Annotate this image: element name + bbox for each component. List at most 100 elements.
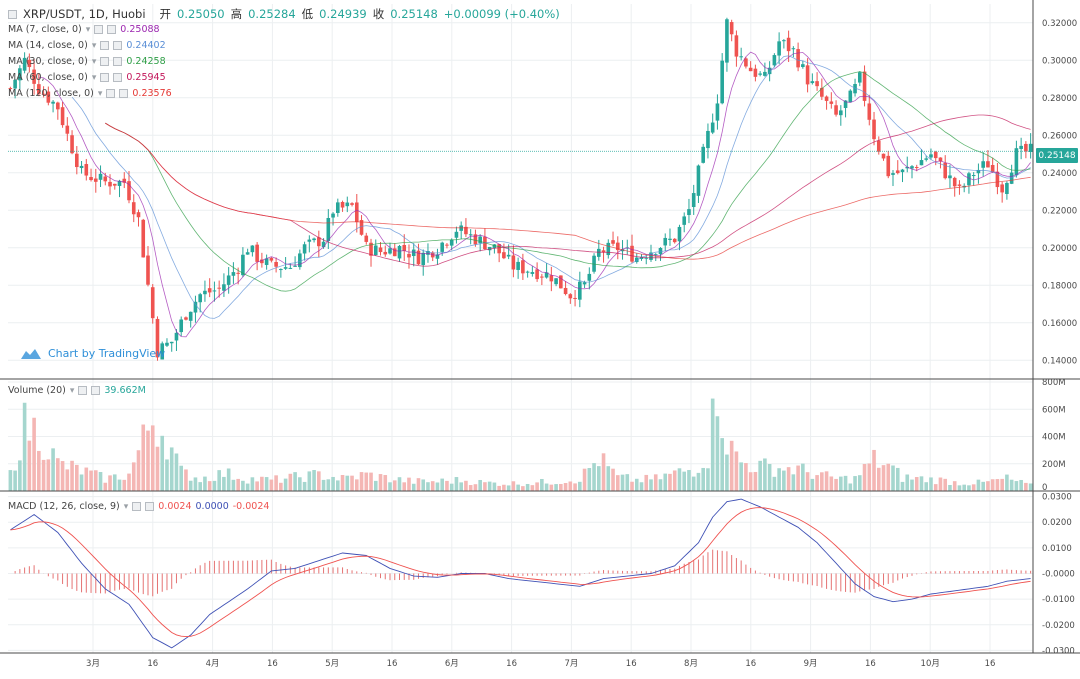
candle-body [359, 220, 364, 235]
candle-body [967, 173, 971, 186]
legend-volume[interactable]: Volume (20) ▾ 39.662M [8, 385, 146, 396]
legend-ma30-label: MA (30, close, 0) [8, 56, 88, 67]
open-label: 开 [159, 7, 172, 21]
volume-bar [426, 482, 430, 491]
ma-line-120 [105, 122, 1031, 260]
volume-bar [440, 478, 445, 491]
eye-icon[interactable] [100, 57, 110, 66]
volume-bar [521, 486, 525, 491]
volume-bar [839, 476, 843, 491]
eye-icon[interactable] [100, 41, 110, 50]
volume-bar [639, 482, 644, 491]
price-tick-label: 0.18000 [1042, 281, 1077, 291]
volume-bar [929, 477, 933, 491]
chevron-down-icon[interactable]: ▾ [91, 56, 97, 67]
volume-bar [51, 448, 55, 491]
volume-bar [758, 460, 762, 491]
symbol-title: XRP/USDT, 1D, Huobi [23, 7, 146, 21]
volume-bar [910, 479, 914, 491]
eye-icon[interactable] [106, 89, 116, 98]
candle-body [981, 161, 985, 168]
volume-bar [179, 465, 184, 491]
candle-body [748, 67, 753, 72]
volume-bar [383, 475, 388, 491]
candle-body [606, 242, 611, 256]
volume-bar [644, 474, 649, 491]
candle-body [155, 318, 160, 358]
chevron-down-icon[interactable]: ▾ [97, 88, 103, 99]
volume-bar [203, 476, 207, 491]
candle-body [715, 103, 720, 121]
chevron-down-icon[interactable]: ▾ [91, 72, 97, 83]
macd-signal-line [10, 507, 1031, 638]
close-icon[interactable] [91, 386, 101, 395]
close-icon[interactable] [107, 25, 117, 34]
candle-body [682, 216, 687, 225]
legend-ma14[interactable]: MA (14, close, 0) ▾ 0.24402 [8, 40, 166, 51]
candle-body [340, 202, 345, 208]
collapse-icon[interactable] [8, 9, 17, 19]
volume-bar [848, 483, 853, 491]
candle-body [207, 288, 212, 293]
candle-body [857, 72, 862, 83]
legend-ma30[interactable]: MA (30, close, 0) ▾ 0.24258 [8, 56, 166, 67]
chevron-down-icon[interactable]: ▾ [91, 40, 97, 51]
legend-ma7[interactable]: MA (7, close, 0) ▾ 0.25088 [8, 24, 160, 35]
candle-body [487, 246, 492, 251]
candle-body [307, 239, 312, 242]
volume-bar [691, 476, 696, 491]
volume-bar [701, 467, 705, 491]
candle-body [777, 41, 781, 56]
candle-body [630, 245, 634, 262]
volume-bar [938, 477, 943, 491]
eye-icon[interactable] [132, 502, 142, 511]
time-tick-label: 4月 [206, 659, 220, 669]
candle-body [843, 100, 848, 108]
eye-icon[interactable] [94, 25, 104, 34]
volume-bar [615, 475, 620, 491]
chevron-down-icon[interactable]: ▾ [85, 24, 91, 35]
close-icon[interactable] [119, 89, 129, 98]
volume-bar [815, 475, 819, 491]
volume-bar [279, 482, 283, 491]
eye-icon[interactable] [78, 386, 88, 395]
time-tick-label: 16 [147, 659, 158, 669]
candle-body [929, 154, 933, 158]
chevron-down-icon[interactable]: ▾ [123, 501, 129, 512]
tradingview-watermark[interactable]: Chart by TradingView [20, 346, 165, 360]
volume-bar [502, 484, 506, 491]
chevron-down-icon[interactable]: ▾ [69, 385, 75, 396]
time-tick-label: 16 [267, 659, 278, 669]
close-icon[interactable] [113, 41, 123, 50]
candle-body [696, 165, 701, 196]
volume-bar [27, 440, 32, 491]
candle-body [46, 91, 51, 103]
close-icon[interactable] [113, 73, 123, 82]
legend-ma60[interactable]: MA (60, close, 0) ▾ 0.25945 [8, 72, 166, 83]
candle-body [563, 287, 568, 295]
legend-macd[interactable]: MACD (12, 26, close, 9) ▾ 0.0024 0.0000 … [8, 501, 269, 512]
legend-ma60-value: 0.25945 [126, 72, 166, 83]
volume-bar [79, 474, 84, 491]
volume-bar [18, 460, 22, 491]
volume-bar [222, 476, 226, 491]
volume-bar [876, 467, 881, 491]
candle-body [824, 96, 829, 101]
volume-bar [1000, 478, 1004, 491]
eye-icon[interactable] [100, 73, 110, 82]
close-icon[interactable] [113, 57, 123, 66]
candle-body [1000, 184, 1004, 193]
legend-ma120[interactable]: MA (120, close, 0) ▾ 0.23576 [8, 88, 172, 99]
close-icon[interactable] [145, 502, 155, 511]
ma-line-14 [71, 55, 1031, 319]
legend-macd-label: MACD (12, 26, close, 9) [8, 501, 120, 512]
legend-ma14-label: MA (14, close, 0) [8, 40, 88, 51]
volume-bar [459, 482, 463, 491]
volume-tick-label: 200M [1042, 460, 1066, 470]
close-value: 0.25148 [390, 7, 438, 21]
volume-bar [56, 458, 60, 491]
volume-bar [587, 468, 592, 491]
candle-body [1019, 145, 1023, 149]
